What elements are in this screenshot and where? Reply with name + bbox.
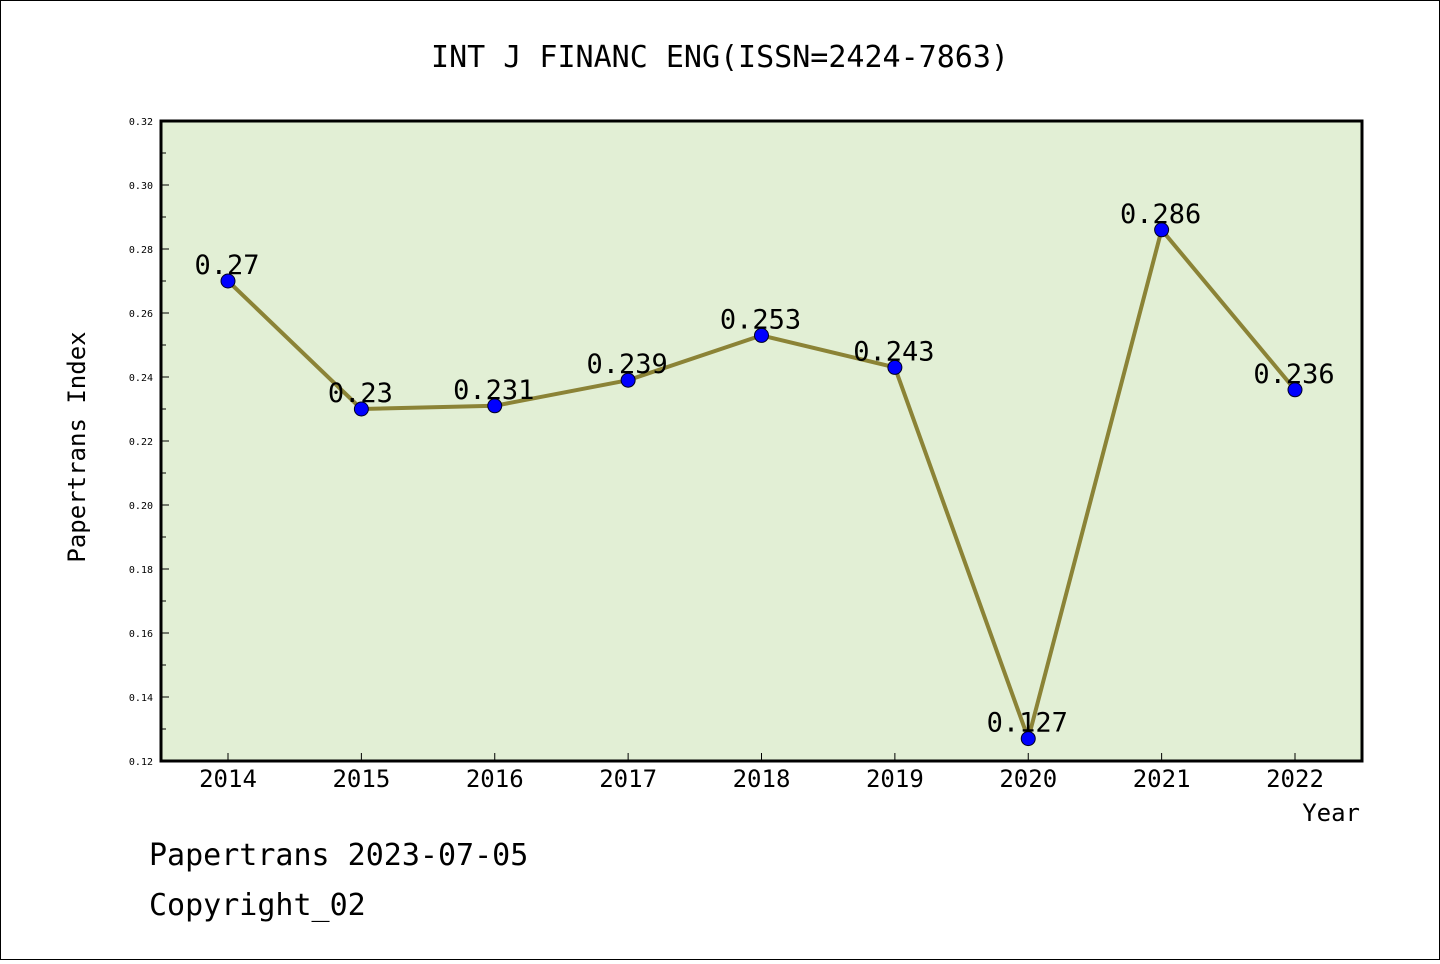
data-points — [220, 222, 1303, 747]
y-tick-label: 0.28 — [129, 245, 153, 256]
x-tick-label: 2019 — [866, 765, 924, 793]
y-axis: 0.12 0.14 0.16 0.18 0.20 0.22 0.24 0.26 0.28 0.30… — [129, 117, 169, 768]
data-label: 0.239 — [586, 349, 667, 380]
data-label: 0.127 — [987, 708, 1068, 739]
y-tick-label: 0.32 — [129, 117, 153, 128]
x-tick-label: 2015 — [332, 765, 390, 793]
x-tick-label: 2018 — [733, 765, 791, 793]
data-label: 0.286 — [1120, 199, 1201, 230]
data-label: 0.253 — [720, 304, 801, 335]
data-point — [887, 359, 903, 375]
y-tick-label: 0.22 — [129, 437, 153, 448]
footer-copyright: Copyright_02 — [149, 888, 366, 923]
y-tick-label: 0.30 — [129, 181, 153, 192]
x-axis-label: Year — [1302, 799, 1360, 827]
x-tick-label: 2020 — [999, 765, 1057, 793]
x-tick-label: 2021 — [1133, 765, 1191, 793]
x-tick-label: 2014 — [199, 765, 257, 793]
data-point — [1020, 731, 1036, 747]
data-point — [353, 401, 369, 417]
y-tick-label: 0.26 — [129, 309, 153, 320]
data-point — [487, 398, 503, 414]
data-point — [620, 372, 636, 388]
chart-title: INT J FINANC ENG(ISSN=2424-7863) — [431, 40, 1009, 75]
x-tick-label: 2022 — [1266, 765, 1324, 793]
y-tick-label: 0.14 — [129, 693, 153, 704]
data-label: 0.243 — [853, 336, 934, 367]
y-tick-label: 0.24 — [129, 373, 153, 384]
data-point — [754, 327, 769, 343]
y-tick-label: 0.18 — [129, 565, 153, 576]
y-tick-label: 0.16 — [129, 629, 153, 640]
data-labels: 0.27 0.23 0.231 0.239 0.253 0.243 0.127 0.286 0.… — [194, 199, 1334, 739]
data-point — [1287, 382, 1303, 398]
data-label: 0.236 — [1253, 359, 1334, 390]
data-label: 0.231 — [453, 375, 534, 406]
x-tick-label: 2016 — [466, 765, 524, 793]
y-axis-label: Papertrans Index — [63, 331, 91, 562]
data-point — [220, 273, 236, 289]
data-label: 0.23 — [328, 378, 393, 409]
data-point — [1154, 222, 1170, 238]
x-tick-label: 2017 — [599, 765, 657, 793]
y-tick-label: 0.12 — [129, 757, 153, 768]
data-label: 0.27 — [194, 250, 259, 281]
x-axis: 2014 2015 2016 2017 2018 2019 2020 2021 2022 — [199, 753, 1324, 793]
y-tick-label: 0.20 — [129, 501, 153, 512]
footer-date: Papertrans 2023-07-05 — [149, 838, 528, 873]
